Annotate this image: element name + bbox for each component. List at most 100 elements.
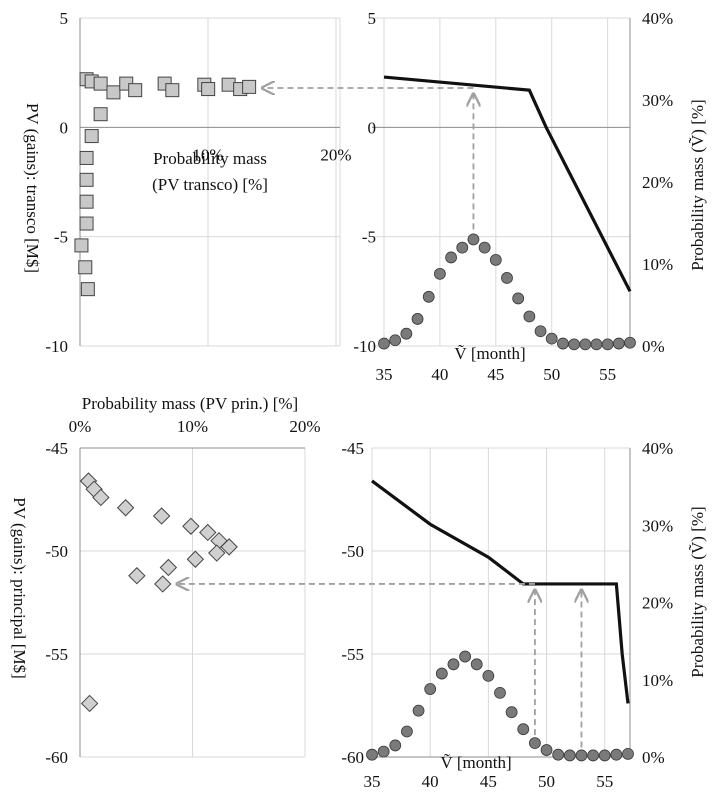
mass-point — [378, 337, 390, 350]
mass-point — [587, 749, 599, 762]
diamond-marker — [220, 538, 238, 556]
mass-point — [366, 748, 378, 761]
y-tick-label: -55 — [45, 645, 68, 664]
square-marker — [79, 150, 94, 165]
mass-point — [590, 338, 603, 351]
square-marker — [78, 260, 93, 275]
grid — [371, 447, 631, 758]
x-tick-label: 45 — [487, 365, 504, 384]
square-marker — [79, 194, 94, 209]
diamond-marker — [186, 550, 205, 568]
dashed-arrows — [177, 88, 582, 748]
right-tick-label: 20% — [642, 594, 673, 613]
diamond-marker — [159, 558, 178, 577]
mass-point — [598, 749, 611, 762]
mass-point — [612, 337, 625, 350]
mass-point — [575, 749, 588, 762]
pv-line — [371, 479, 630, 704]
square-marker — [80, 282, 95, 297]
panel-pv-principal-distribution: -45 -50 -55 -60 0% 10% 20% Probability mass (P… — [10, 394, 321, 767]
panel-pv-principal-vs-month: -45 -50 -55 -60 40% 30% 20% 10% 0% 35 40 45 50 55 Ṽ [… — [341, 439, 707, 791]
right-tick-label: 30% — [642, 91, 673, 110]
square-marker — [93, 76, 108, 91]
y-tick-label: -5 — [54, 228, 68, 247]
square-marker — [79, 216, 94, 231]
diamond-marker — [152, 507, 171, 525]
square-markers — [74, 72, 257, 297]
mass-point — [545, 332, 558, 345]
mass-point — [512, 292, 525, 305]
right-tick-label: 40% — [642, 439, 673, 458]
square-marker — [79, 172, 94, 187]
tick-labels: -45 -50 -55 -60 0% 10% 20% — [45, 417, 320, 767]
x-tick-label: 40 — [431, 365, 448, 384]
x-tick-label: 50 — [543, 365, 560, 384]
diamond-marker — [199, 523, 217, 542]
x-axis-label-line1: Probability mass — [153, 149, 267, 168]
x-tick-label: 55 — [599, 365, 616, 384]
x-tick-label: 35 — [376, 365, 393, 384]
y-tick-label: -45 — [45, 439, 68, 458]
right-tick-label: 0% — [642, 748, 665, 767]
diamond-marker — [92, 488, 110, 507]
mass-point — [624, 336, 636, 349]
mass-point — [579, 338, 592, 351]
y-tick-label: -60 — [45, 748, 68, 767]
mass-point — [470, 658, 483, 671]
mass-point — [534, 325, 547, 338]
mass-point — [552, 748, 565, 761]
x-tick-label: 55 — [596, 772, 613, 791]
left-tick-label: -10 — [353, 337, 376, 356]
mass-point — [563, 749, 576, 762]
x-tick-label: 20% — [320, 145, 351, 164]
mass-point — [459, 650, 471, 663]
mass-point — [523, 310, 536, 323]
right-tick-label: 30% — [642, 516, 673, 535]
left-tick-label: -50 — [341, 542, 364, 561]
mass-point — [389, 334, 402, 347]
x-axis-label: Ṽ [month] — [454, 344, 525, 363]
mass-point — [422, 290, 435, 303]
y-tick-label: 5 — [60, 9, 69, 28]
x-tick-label: 50 — [538, 772, 555, 791]
mass-point — [377, 745, 390, 758]
mass-point — [424, 683, 437, 695]
right-tick-label: 10% — [642, 255, 673, 274]
x-tick-label: 10% — [177, 417, 208, 436]
x-tick-label: 45 — [480, 772, 497, 791]
right-tick-label: 40% — [642, 9, 673, 28]
mass-point — [601, 338, 614, 351]
right-axis-label: Probability mass (Ṽ) [%] — [688, 99, 707, 270]
mass-point — [501, 272, 513, 284]
mass-point — [622, 748, 634, 760]
mass-point — [456, 241, 469, 254]
left-tick-label: -5 — [362, 228, 376, 247]
mass-point — [610, 748, 623, 761]
mass-point — [400, 327, 413, 340]
grid — [372, 17, 631, 347]
x-tick-label: 20% — [289, 417, 320, 436]
mass-point — [411, 313, 424, 325]
mass-point — [445, 251, 457, 264]
tick-labels: 5 0 -5 -10 10% 20% — [45, 9, 351, 356]
diamond-marker — [128, 567, 146, 585]
diamond-marker — [80, 694, 99, 713]
diamond-markers — [79, 472, 238, 713]
mass-point — [401, 725, 413, 738]
grid — [79, 17, 341, 347]
mass-point — [557, 337, 569, 350]
square-marker — [74, 238, 89, 253]
pv-line — [383, 75, 632, 293]
right-tick-label: 0% — [642, 337, 665, 356]
left-tick-label: 0 — [368, 118, 377, 137]
y-tick-label: -10 — [45, 337, 68, 356]
y-axis-label: PV (gains): transco [M$] — [23, 103, 42, 273]
mass-point — [434, 267, 446, 280]
y-axis-label: PV (gains): principal [M$] — [10, 497, 29, 678]
y-tick-label: -50 — [45, 542, 68, 561]
mass-point — [494, 686, 506, 699]
square-marker — [128, 83, 143, 98]
diamond-marker — [208, 544, 226, 562]
